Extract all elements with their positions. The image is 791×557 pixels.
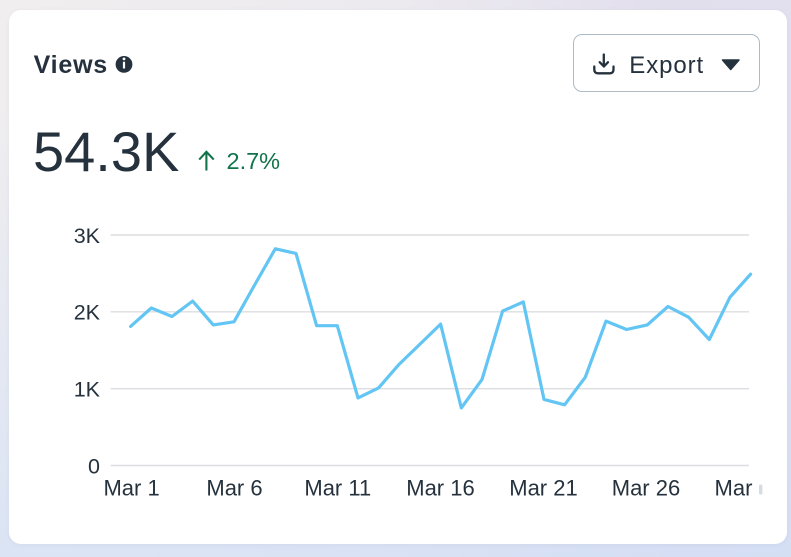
svg-text:3K: 3K [74,224,101,248]
svg-text:Mar 16: Mar 16 [406,476,474,501]
svg-text:Mar 11: Mar 11 [304,476,371,501]
svg-text:0: 0 [88,454,100,478]
svg-text:Mar 21: Mar 21 [509,476,577,501]
svg-text:Mar 6: Mar 6 [206,476,262,501]
svg-text:Mar: Mar [715,476,753,501]
svg-text:Mar 1: Mar 1 [103,476,159,501]
svg-text:2K: 2K [74,301,101,325]
svg-text:1K: 1K [74,378,101,402]
svg-text:Mar 26: Mar 26 [612,476,680,501]
